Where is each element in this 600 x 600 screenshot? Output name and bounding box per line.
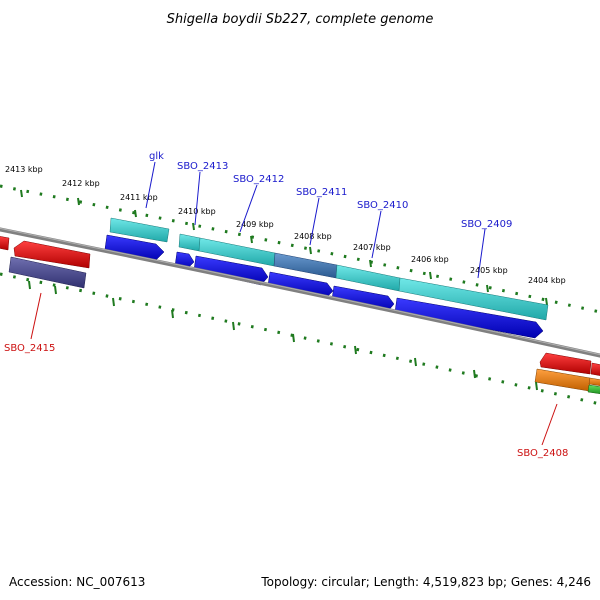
gene-label-sbo2410: SBO_2410	[357, 200, 408, 211]
outer-tick	[309, 246, 312, 255]
gene-label-sbo2412: SBO_2412	[233, 174, 284, 185]
gene-blue-glk	[104, 234, 165, 262]
kbp-labels: 2413 kbp 2412 kbp 2411 kbp 2410 kbp 2409…	[5, 165, 566, 285]
gene-red-reverse	[539, 352, 592, 375]
kbp-label: 2404 kbp	[528, 276, 566, 285]
gene-label-sbo2409: SBO_2409	[461, 219, 512, 230]
outer-tick	[192, 222, 195, 231]
outer-tick	[20, 189, 23, 198]
gene-red-edge	[590, 362, 600, 376]
outer-tick	[369, 259, 372, 268]
kbp-label: 2411 kbp	[120, 193, 158, 202]
inner-tick	[54, 285, 57, 295]
callout-line-sbo2408	[541, 403, 558, 446]
inner-tick	[292, 333, 295, 343]
callout-line-sbo2415	[30, 292, 42, 340]
callout-line-sbo2410	[371, 210, 382, 259]
outer-tick	[429, 271, 432, 280]
callout-line-sbo2409	[477, 228, 486, 279]
reverse-strand-genes	[8, 256, 600, 394]
kbp-label: 2413 kbp	[5, 165, 43, 174]
outer-tick	[545, 297, 548, 306]
inner-tick	[473, 369, 476, 379]
gene-cyan-sbo2413	[178, 233, 201, 252]
genome-summary-text: Topology: circular; Length: 4,519,823 bp…	[260, 575, 591, 589]
kbp-label: 2408 kbp	[294, 232, 332, 241]
kbp-label: 2407 kbp	[353, 243, 391, 252]
gene-label-glk: glk	[149, 151, 164, 162]
outer-dotted-ring	[0, 184, 600, 314]
kbp-label: 2410 kbp	[178, 207, 216, 216]
inner-dotted-ring	[0, 272, 600, 406]
outer-tick	[486, 284, 489, 293]
inner-tick	[414, 357, 417, 367]
callout-line-sbo2412	[239, 184, 258, 233]
inner-ruler	[0, 272, 600, 406]
callout-line-glk	[145, 161, 156, 209]
genome-backbone-highlight	[0, 227, 600, 356]
callout-lines	[30, 161, 558, 446]
inner-tick	[354, 345, 357, 355]
inner-tick	[535, 381, 538, 391]
kbp-label: 2412 kbp	[62, 179, 100, 188]
genome-backbone	[0, 227, 600, 358]
gene-steel-sbo2411	[273, 252, 338, 279]
outer-tick	[250, 235, 253, 244]
gene-cyan-sbo2410	[335, 264, 401, 292]
gene-red-forward	[13, 240, 91, 269]
gene-label-sbo2415: SBO_2415	[4, 343, 55, 354]
callout-line-sbo2411	[309, 197, 320, 246]
gene-orange-edge	[588, 377, 600, 386]
gene-purple-sbo2415	[8, 256, 87, 289]
accession-text: Accession: NC_007613	[9, 575, 145, 589]
inner-tick	[28, 280, 31, 290]
kbp-label: 2409 kbp	[236, 220, 274, 229]
inner-tick	[112, 297, 115, 307]
gene-green-edge	[587, 384, 600, 394]
gene-labels: glk SBO_2413 SBO_2412 SBO_2411 SBO_2410 …	[4, 151, 568, 459]
gene-red-left	[0, 236, 10, 251]
gene-cyan-glk	[109, 217, 170, 243]
inner-tick	[171, 309, 174, 319]
callout-line-sbo2413	[194, 171, 201, 226]
outer-ruler	[0, 184, 600, 314]
outer-tick	[134, 209, 137, 218]
gene-cyan-sbo2409	[398, 277, 549, 321]
gene-label-sbo2408: SBO_2408	[517, 448, 568, 459]
kbp-label: 2405 kbp	[470, 266, 508, 275]
gene-label-sbo2411: SBO_2411	[296, 187, 347, 198]
kbp-label: 2406 kbp	[411, 255, 449, 264]
inner-tick	[232, 321, 235, 331]
forward-strand-genes	[0, 217, 549, 339]
outer-tick	[77, 197, 80, 206]
gene-label-sbo2413: SBO_2413	[177, 161, 228, 172]
map-title: Shigella boydii Sb227, complete genome	[167, 12, 434, 27]
